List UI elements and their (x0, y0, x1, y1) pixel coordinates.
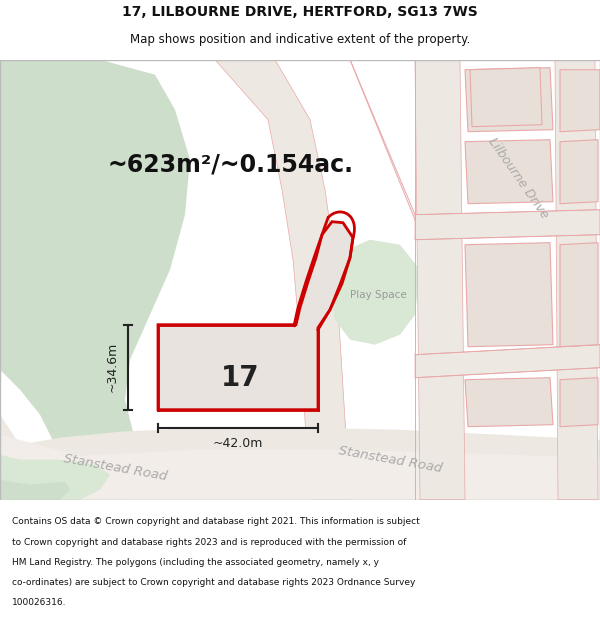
Polygon shape (465, 378, 553, 427)
Polygon shape (0, 434, 600, 499)
Polygon shape (560, 378, 598, 427)
Text: Play Space: Play Space (350, 289, 406, 299)
Text: Contains OS data © Crown copyright and database right 2021. This information is : Contains OS data © Crown copyright and d… (12, 518, 420, 526)
Polygon shape (470, 68, 542, 127)
Text: 17: 17 (221, 364, 259, 392)
Polygon shape (415, 344, 600, 377)
Text: Stanstead Road: Stanstead Road (337, 444, 443, 475)
Polygon shape (0, 414, 600, 499)
Text: 100026316.: 100026316. (12, 598, 67, 608)
Polygon shape (215, 59, 350, 499)
Text: HM Land Registry. The polygons (including the associated geometry, namely x, y: HM Land Registry. The polygons (includin… (12, 558, 379, 567)
Polygon shape (560, 69, 600, 132)
Polygon shape (560, 242, 598, 347)
Text: to Crown copyright and database rights 2023 and is reproduced with the permissio: to Crown copyright and database rights 2… (12, 538, 406, 547)
Polygon shape (0, 479, 70, 499)
Polygon shape (465, 242, 553, 347)
Text: Map shows position and indicative extent of the property.: Map shows position and indicative extent… (130, 34, 470, 46)
Polygon shape (0, 454, 110, 499)
Polygon shape (158, 222, 353, 409)
Polygon shape (415, 209, 600, 239)
Text: co-ordinates) are subject to Crown copyright and database rights 2023 Ordnance S: co-ordinates) are subject to Crown copyr… (12, 578, 415, 587)
Polygon shape (0, 59, 190, 499)
Polygon shape (415, 59, 465, 499)
Text: 17, LILBOURNE DRIVE, HERTFORD, SG13 7WS: 17, LILBOURNE DRIVE, HERTFORD, SG13 7WS (122, 6, 478, 19)
Polygon shape (560, 139, 598, 204)
Polygon shape (330, 239, 420, 344)
Polygon shape (465, 139, 553, 204)
Polygon shape (465, 68, 553, 132)
Text: Stanstead Road: Stanstead Road (62, 452, 168, 483)
Text: Lilbourne Drive: Lilbourne Drive (485, 135, 551, 221)
Text: ~34.6m: ~34.6m (106, 342, 119, 392)
Polygon shape (555, 59, 598, 499)
Text: ~623m²/~0.154ac.: ~623m²/~0.154ac. (107, 152, 353, 177)
Text: ~42.0m: ~42.0m (213, 437, 263, 450)
